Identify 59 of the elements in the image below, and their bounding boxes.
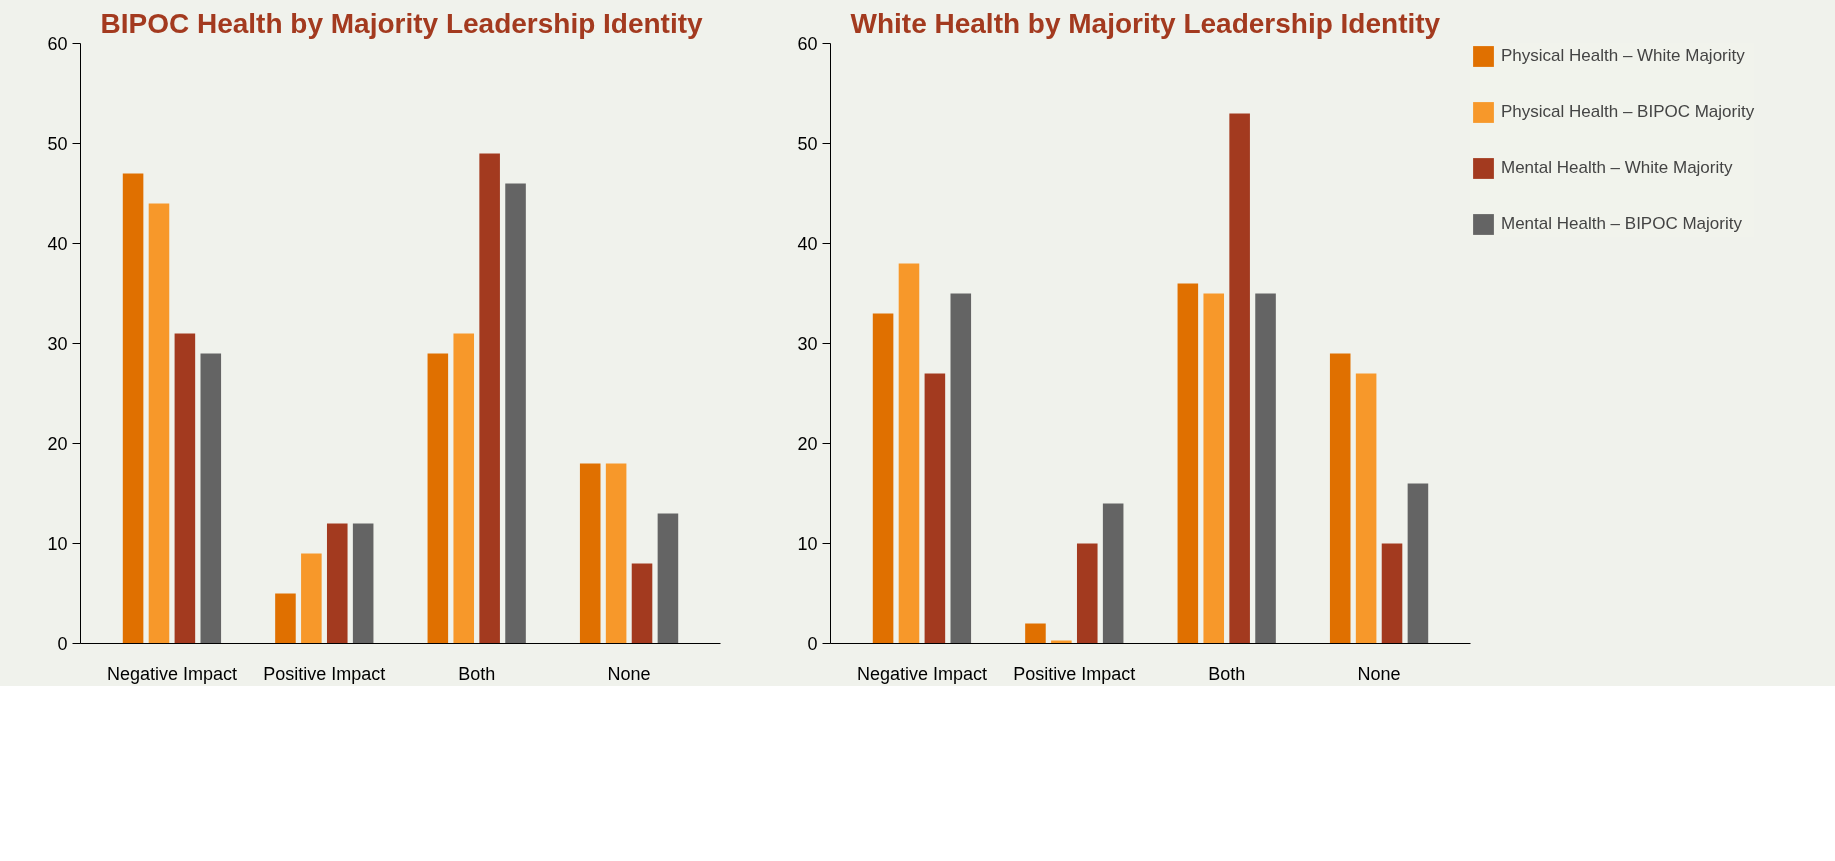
y-tick-label: 40 bbox=[47, 234, 68, 254]
x-tick-label: Negative Impact bbox=[106, 663, 237, 684]
bar bbox=[148, 203, 170, 644]
bar bbox=[631, 563, 653, 644]
x-tick-label: None bbox=[1357, 663, 1401, 684]
chart-title: BIPOC Health by Majority Leadership Identity bbox=[100, 7, 704, 39]
y-tick-label: 0 bbox=[807, 634, 818, 654]
bar bbox=[301, 553, 322, 644]
y-tick-label: 50 bbox=[797, 134, 818, 154]
y-tick-label: 20 bbox=[47, 434, 68, 454]
legend-label: Physical Health – White Majority bbox=[1501, 46, 1745, 66]
bar bbox=[427, 353, 449, 644]
bar bbox=[1255, 293, 1276, 644]
y-tick-label: 40 bbox=[797, 234, 818, 254]
bar bbox=[1329, 353, 1351, 644]
bar bbox=[605, 463, 627, 644]
bar bbox=[1102, 503, 1124, 644]
bar bbox=[200, 353, 222, 644]
bar bbox=[1177, 283, 1199, 644]
y-tick-label: 60 bbox=[47, 34, 68, 54]
bar bbox=[872, 313, 894, 644]
bar bbox=[1381, 543, 1403, 644]
x-tick-label: Positive Impact bbox=[263, 663, 386, 684]
bar bbox=[1076, 543, 1098, 644]
bar bbox=[326, 523, 348, 644]
legend-label: Mental Health – White Majority bbox=[1501, 158, 1733, 178]
y-tick-label: 10 bbox=[797, 534, 818, 554]
bar bbox=[453, 333, 475, 644]
chart-title: White Health by Majority Leadership Identity bbox=[850, 7, 1441, 39]
y-tick-label: 30 bbox=[797, 334, 818, 354]
bar bbox=[898, 263, 920, 644]
bar bbox=[1229, 113, 1250, 644]
x-tick-label: Negative Impact bbox=[856, 663, 987, 684]
x-tick-label: Both bbox=[458, 663, 496, 684]
bar bbox=[352, 523, 374, 644]
y-tick-label: 10 bbox=[47, 534, 68, 554]
bar bbox=[1355, 373, 1377, 644]
bar bbox=[275, 593, 296, 644]
bar bbox=[1407, 483, 1429, 644]
legend-label: Physical Health – BIPOC Majority bbox=[1501, 102, 1755, 122]
y-tick-label: 60 bbox=[797, 34, 818, 54]
bar bbox=[657, 513, 679, 644]
y-tick-label: 20 bbox=[797, 434, 818, 454]
bar bbox=[479, 153, 500, 644]
y-tick-label: 0 bbox=[57, 634, 68, 654]
bar bbox=[505, 183, 526, 644]
x-tick-label: Positive Impact bbox=[1013, 663, 1136, 684]
x-tick-label: Both bbox=[1208, 663, 1246, 684]
bar bbox=[1025, 623, 1046, 644]
bar bbox=[579, 463, 601, 644]
bar bbox=[1203, 293, 1225, 644]
y-tick-label: 50 bbox=[47, 134, 68, 154]
x-tick-label: None bbox=[607, 663, 651, 684]
bar bbox=[950, 293, 972, 644]
bar bbox=[174, 333, 196, 644]
bar bbox=[122, 173, 144, 644]
y-tick-label: 30 bbox=[47, 334, 68, 354]
bar bbox=[924, 373, 946, 644]
legend-label: Mental Health – BIPOC Majority bbox=[1501, 214, 1742, 234]
